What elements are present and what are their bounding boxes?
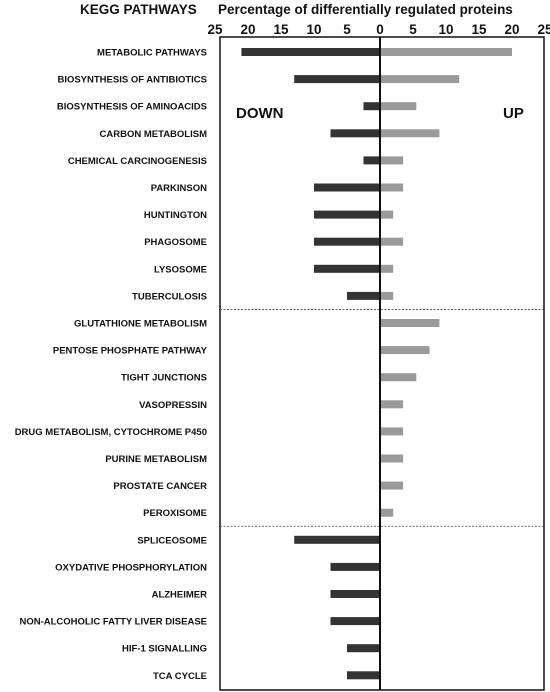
- bar-down: [347, 644, 380, 653]
- down-label: DOWN: [236, 105, 284, 122]
- x-tick-label: 15: [471, 22, 487, 37]
- category-label: PROSTATE CANCER: [113, 481, 207, 492]
- x-tick-label: 25: [537, 22, 550, 37]
- category-label: BIOSYNTHESIS OF AMINOACIDS: [57, 102, 207, 113]
- category-label: HIF-1 SIGNALLING: [122, 644, 207, 655]
- bar-up: [380, 264, 394, 273]
- x-tick-label: 20: [504, 22, 519, 37]
- category-label: VASOPRESSIN: [139, 400, 207, 411]
- category-label: LYSOSOME: [154, 264, 207, 275]
- bar-up: [380, 373, 417, 382]
- bar-up: [380, 291, 394, 300]
- bar-up: [380, 427, 404, 436]
- up-label: UP: [503, 105, 524, 122]
- bar-down: [363, 156, 380, 165]
- bar-up: [380, 481, 404, 490]
- bar-up: [380, 210, 394, 219]
- x-tick-label: 15: [273, 22, 289, 37]
- category-label: TCA CYCLE: [153, 671, 207, 682]
- category-label: PENTOSE PHOSPHATE PATHWAY: [53, 346, 208, 357]
- x-tick-label: 10: [306, 22, 321, 37]
- bar-down: [241, 48, 380, 56]
- bar-down: [294, 75, 380, 84]
- category-label: HUNTINGTON: [144, 210, 207, 221]
- bar-down: [314, 237, 380, 246]
- categories-heading: KEGG PATHWAYS: [80, 2, 197, 17]
- category-label: TIGHT JUNCTIONS: [121, 373, 207, 384]
- bar-down: [314, 210, 380, 219]
- bar-up: [380, 346, 430, 355]
- x-tick-label: 5: [409, 22, 417, 37]
- bar-up: [380, 237, 404, 246]
- bar-down: [330, 562, 380, 571]
- bar-up: [380, 400, 404, 409]
- x-tick-label: 10: [438, 22, 453, 37]
- x-tick-label: 25: [207, 22, 223, 37]
- category-labels: METABOLIC PATHWAYS BIOSYNTHESIS OF ANTIBI…: [15, 48, 208, 682]
- bar-down: [330, 129, 380, 138]
- category-label: PEROXISOME: [143, 508, 207, 519]
- category-label: ALZHEIMER: [152, 590, 208, 601]
- category-label: NON-ALCOHOLIC FATTY LIVER DISEASE: [19, 617, 207, 628]
- bar-down: [330, 590, 380, 598]
- category-label: PHAGOSOME: [144, 237, 207, 248]
- bar-up: [380, 319, 440, 327]
- bar-down: [347, 291, 380, 300]
- category-label: PURINE METABOLISM: [105, 454, 207, 465]
- bar-up: [380, 102, 417, 111]
- x-tick-label: 5: [343, 22, 351, 37]
- plot-frame: [219, 36, 545, 691]
- group-separators: [220, 309, 544, 527]
- bar-up: [380, 183, 404, 192]
- category-label: TUBERCULOSIS: [132, 291, 207, 302]
- bar-down: [314, 183, 380, 192]
- category-label: PARKINSON: [151, 183, 207, 194]
- bar-down: [330, 617, 380, 626]
- category-label: SPLICEOSOME: [137, 535, 207, 546]
- category-label: GLUTATHIONE METABOLISM: [74, 319, 207, 330]
- category-label: CARBON METABOLISM: [100, 129, 208, 140]
- bar-up: [380, 156, 404, 165]
- category-label: DRUG METABOLISM, CYTOCHROME P450: [15, 427, 207, 438]
- category-label: METABOLIC PATHWAYS: [97, 48, 207, 59]
- x-tick-label: 20: [240, 22, 255, 37]
- bar-up: [380, 48, 512, 56]
- x-axis-ticks: 25 20 15 10 5 0 5 10 15 20 25: [207, 22, 550, 37]
- category-label: OXYDATIVE PHOSPHORYLATION: [55, 562, 207, 573]
- bar-down: [294, 535, 380, 544]
- category-label: CHEMICAL CARCINOGENESIS: [68, 156, 207, 167]
- bar-down: [363, 102, 380, 111]
- bar-up: [380, 75, 460, 84]
- bar-up: [380, 454, 404, 463]
- bar-down: [347, 671, 380, 680]
- x-tick-label: 0: [376, 22, 384, 37]
- bar-down: [314, 264, 380, 273]
- bar-up: [380, 508, 394, 517]
- category-label: BIOSYNTHESIS OF ANTIBIOTICS: [57, 75, 207, 86]
- bar-up: [380, 129, 440, 138]
- bars: [241, 48, 512, 680]
- x-axis-title: Percentage of differentially regulated p…: [218, 2, 513, 17]
